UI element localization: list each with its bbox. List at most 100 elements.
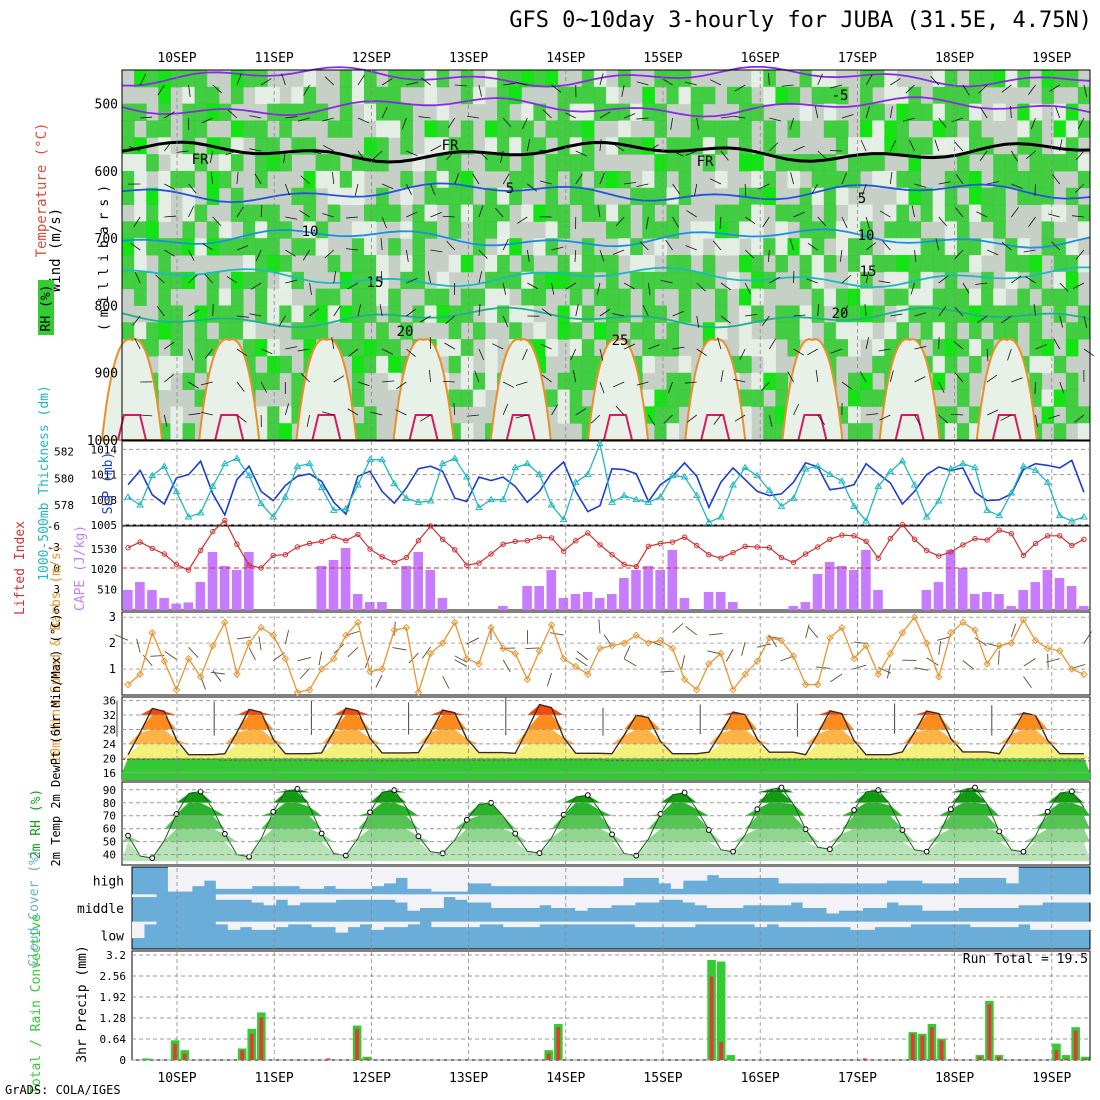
rh-cell (666, 322, 680, 340)
upper-wind-barb (793, 314, 806, 317)
rh-cell (122, 271, 135, 290)
thickness-point (535, 470, 544, 477)
surface-wind-barb (852, 664, 867, 670)
isotherm-line (121, 228, 1091, 249)
precip-axis-label: 3hr Precip (mm) (75, 945, 90, 1062)
rh-cell (848, 204, 861, 222)
cape-bar (849, 570, 859, 610)
upper-wind-barb (188, 274, 198, 284)
cloud-clear-block (1006, 894, 1019, 908)
lifted-index-point (778, 554, 785, 561)
wind-speed-point (644, 639, 653, 647)
cape-bar (970, 594, 980, 610)
upper-wind-barb (503, 82, 516, 86)
wind-speed-point (269, 631, 277, 640)
upper-wind-barb (954, 306, 964, 317)
surface-wind-barb (575, 657, 588, 667)
rh-cell (908, 103, 922, 121)
rh-cell (654, 154, 667, 172)
rh-cell (751, 221, 764, 239)
rh-cell (206, 103, 220, 121)
rh-cell (872, 339, 885, 357)
hot-core-contour (311, 414, 342, 441)
lifted-index-point (1008, 531, 1015, 537)
rh-cell (182, 86, 196, 105)
precip-run-total: Run Total = 19.5 (962, 952, 1088, 967)
rh-cell (775, 255, 788, 273)
rh-cell (969, 187, 982, 206)
wind-speed-point (487, 623, 495, 632)
wind-speed-point (886, 649, 895, 658)
rh-cell (1041, 406, 1055, 424)
rh-cell (884, 322, 897, 340)
rh-cell (279, 255, 292, 273)
rh-cell (606, 255, 619, 273)
cape-bar (231, 570, 242, 610)
thickness-point (644, 498, 653, 505)
surface-wind-barb (164, 651, 177, 660)
rh-cell (860, 154, 873, 172)
rh-cell (339, 70, 353, 88)
rh-cell (606, 221, 619, 239)
cloud-clear-block (419, 894, 432, 908)
wind-speed-point (608, 642, 616, 650)
rh-cell (775, 372, 788, 391)
lifted-index-point (306, 540, 313, 547)
surface-wind-barb (681, 655, 686, 670)
rh-cell (799, 255, 813, 273)
thickness-point (220, 459, 229, 467)
upper-wind-barb (575, 173, 583, 185)
rh-cell (315, 170, 329, 189)
cape-bar (800, 602, 811, 610)
upper-wind-barb (478, 304, 481, 317)
cloud-clear-block (994, 921, 1007, 928)
hot-core-contour (214, 414, 245, 441)
rh-cell (896, 103, 909, 121)
upper-wind-barb (322, 411, 334, 416)
cloud-clear-block (563, 921, 576, 925)
cloud-clear-block (371, 867, 384, 887)
surface-wind-barb (725, 649, 734, 662)
rh-cell (206, 86, 220, 105)
upper-wind-barb (1051, 241, 1061, 251)
rh-cell (872, 305, 885, 323)
upper-wind-barb (140, 414, 153, 417)
rh-cell (751, 170, 764, 189)
upper-wind-barb (672, 346, 685, 350)
lifted-index-tick-label: -3 (47, 541, 60, 554)
wind-speed-point (922, 639, 931, 647)
top-date-label: 19SEP (1032, 51, 1071, 66)
rh-cell (533, 70, 546, 88)
rh-cell (993, 154, 1006, 172)
rh-cell (1065, 372, 1079, 391)
surface-wind-barb (258, 636, 262, 651)
lifted-index-point (560, 548, 567, 554)
upper-wind-barb (515, 81, 528, 86)
cloud-clear-block (934, 867, 947, 884)
upper-wind-barb (672, 183, 680, 194)
wind-speed-point (862, 642, 870, 650)
rh-cell (823, 204, 837, 222)
rh-cell (872, 154, 885, 172)
upper-wind-barb (817, 414, 826, 426)
rh-cell (884, 137, 897, 155)
thickness-point (692, 491, 701, 499)
upper-wind-barb (381, 216, 387, 229)
rh-cell (243, 339, 256, 357)
precip-convective-bar (997, 1056, 1001, 1060)
lifted-index-point (996, 527, 1002, 533)
rh-band (122, 802, 1090, 816)
thickness-point (874, 482, 883, 489)
rh-cell (884, 204, 897, 222)
cloud-clear-block (658, 894, 672, 900)
upper-wind-barb (955, 207, 964, 218)
pressure-tick-label: 900 (95, 367, 118, 382)
cloud-clear-block (239, 921, 253, 928)
rh-cell (1077, 423, 1091, 441)
lifted-index-point (790, 559, 797, 566)
rh-cell (581, 154, 595, 172)
surface-wind-barb (210, 671, 225, 675)
rh-cell (666, 339, 680, 357)
thickness-point (1007, 489, 1016, 496)
surface-wind-barb (914, 667, 929, 671)
